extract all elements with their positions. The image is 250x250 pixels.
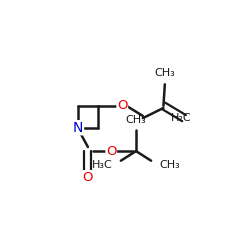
Text: CH₃: CH₃ bbox=[159, 160, 180, 170]
Text: O: O bbox=[83, 171, 93, 184]
Text: H₃C: H₃C bbox=[92, 160, 113, 170]
Text: CH₃: CH₃ bbox=[126, 115, 146, 125]
Text: H₂C: H₂C bbox=[171, 113, 192, 123]
Text: CH₃: CH₃ bbox=[154, 68, 175, 78]
Text: N: N bbox=[73, 121, 84, 135]
Text: O: O bbox=[106, 144, 117, 158]
Text: O: O bbox=[117, 99, 128, 112]
